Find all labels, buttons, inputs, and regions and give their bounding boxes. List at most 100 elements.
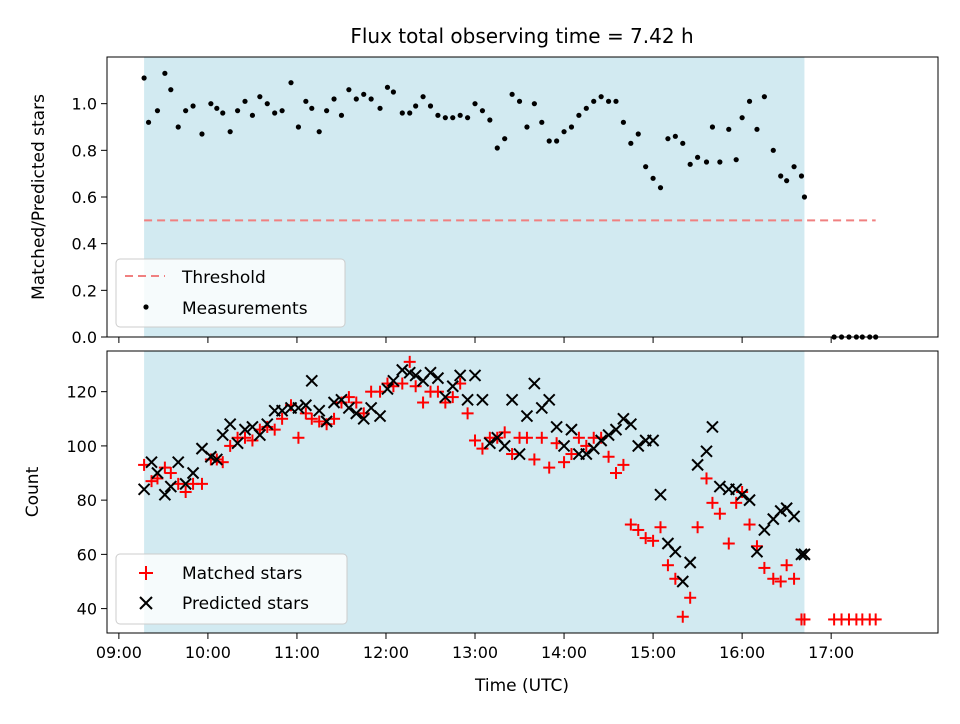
measurement-point	[141, 75, 147, 81]
x-tick-label: 12:00	[363, 643, 409, 662]
measurement-point	[494, 145, 500, 151]
matched-star-point	[268, 423, 281, 436]
measurement-point	[399, 110, 405, 116]
measurement-point	[309, 105, 315, 111]
predicted-star-point	[624, 418, 638, 431]
predicted-star-point	[550, 420, 563, 434]
matched-star-point	[684, 591, 697, 604]
predicted-star-point	[327, 396, 341, 409]
predicted-star-point	[483, 436, 497, 450]
predicted-star-point	[750, 545, 764, 558]
x-tick-label: 13:00	[452, 643, 498, 662]
measurement-point	[502, 136, 508, 142]
measurement-point	[257, 94, 263, 100]
matched-star-point	[647, 534, 660, 547]
measurement-point	[316, 129, 322, 135]
measurement-point	[390, 89, 396, 95]
predicted-star-point	[453, 369, 467, 382]
matched-star-point	[798, 613, 811, 626]
matched-star-point	[528, 453, 541, 466]
measurement-point	[487, 117, 493, 123]
predicted-star-point	[632, 439, 645, 453]
matched-star-point	[305, 412, 318, 425]
measurement-point	[761, 94, 767, 100]
predicted-star-point	[275, 404, 289, 417]
measurement-point	[620, 119, 627, 125]
predicted-star-point	[396, 363, 409, 377]
measurement-point	[770, 147, 776, 153]
matched-star-point	[750, 540, 763, 553]
predicted-star-point	[468, 369, 482, 382]
measurement-point	[687, 161, 693, 167]
predicted-star-point	[439, 390, 452, 404]
matched-star-point	[624, 518, 637, 531]
matched-star-point	[602, 450, 615, 463]
matched-star-point	[676, 610, 689, 623]
predicted-star-point	[299, 399, 313, 412]
x-tick-label: 15:00	[630, 643, 676, 662]
matched-star-point	[461, 407, 474, 420]
measurement-point	[413, 103, 419, 109]
predicted-star-point	[261, 418, 274, 431]
predicted-star-point	[373, 409, 387, 423]
predicted-star-point	[210, 453, 224, 466]
predicted-star-point	[186, 466, 200, 480]
predicted-star-point	[700, 445, 713, 458]
measurement-point	[154, 108, 161, 114]
predicted-star-point	[409, 369, 422, 382]
predicted-star-point	[320, 415, 333, 428]
measurement-point	[672, 133, 678, 139]
measurement-point	[175, 124, 181, 130]
matched-star-point	[730, 496, 743, 509]
matched-star-point	[700, 472, 713, 485]
measurement-point	[726, 126, 732, 132]
y-tick-label: 60	[77, 545, 97, 564]
x-tick-label: 10:00	[185, 643, 231, 662]
measurement-point	[657, 185, 664, 191]
measurement-point	[199, 131, 205, 137]
matched-star-point	[498, 426, 511, 439]
measurement-point	[427, 103, 434, 109]
matched-star-point	[520, 431, 533, 444]
measurement-point	[303, 98, 309, 104]
measurement-point	[288, 80, 294, 86]
measurement-point	[784, 178, 790, 184]
measurement-point	[368, 96, 374, 102]
matched-star-point	[639, 532, 652, 545]
predicted-star-point	[505, 393, 519, 407]
measurement-point	[361, 91, 367, 97]
matched-star-point	[476, 442, 489, 455]
matched-star-point	[439, 396, 452, 409]
matched-star-point	[292, 431, 305, 444]
matched-star-point	[403, 355, 416, 368]
chart-title: Flux total observing time = 7.42 h	[350, 24, 693, 48]
bottom-y-ticks: 40 60 80 100 120	[66, 383, 107, 619]
top-measurements-points	[141, 70, 879, 340]
predicted-star-point	[145, 455, 158, 469]
measurement-point	[457, 112, 463, 118]
x-tick-label: 17:00	[808, 643, 854, 662]
x-tick-label: 11:00	[274, 643, 320, 662]
bottom-legend-predicted-label: Predicted stars	[182, 594, 309, 614]
measurement-point	[628, 140, 634, 146]
measurement-point	[635, 131, 641, 137]
measurement-point	[531, 101, 537, 107]
predicted-star-point	[387, 374, 400, 388]
x-tick-label: 09:00	[96, 643, 142, 662]
measurement-point	[242, 98, 248, 104]
matched-star-point	[758, 561, 771, 574]
predicted-star-point	[609, 423, 623, 436]
measurement-point	[264, 101, 270, 107]
predicted-star-point	[565, 423, 578, 436]
predicted-star-point	[713, 480, 727, 493]
matched-star-point	[506, 448, 519, 461]
predicted-star-point	[381, 382, 394, 396]
measurement-point	[324, 108, 330, 114]
measurement-point	[717, 159, 723, 165]
measurement-point	[190, 103, 196, 109]
matched-star-point	[706, 496, 719, 509]
predicted-star-point	[691, 458, 704, 472]
matched-star-point	[535, 431, 548, 444]
matched-star-point	[774, 575, 787, 588]
